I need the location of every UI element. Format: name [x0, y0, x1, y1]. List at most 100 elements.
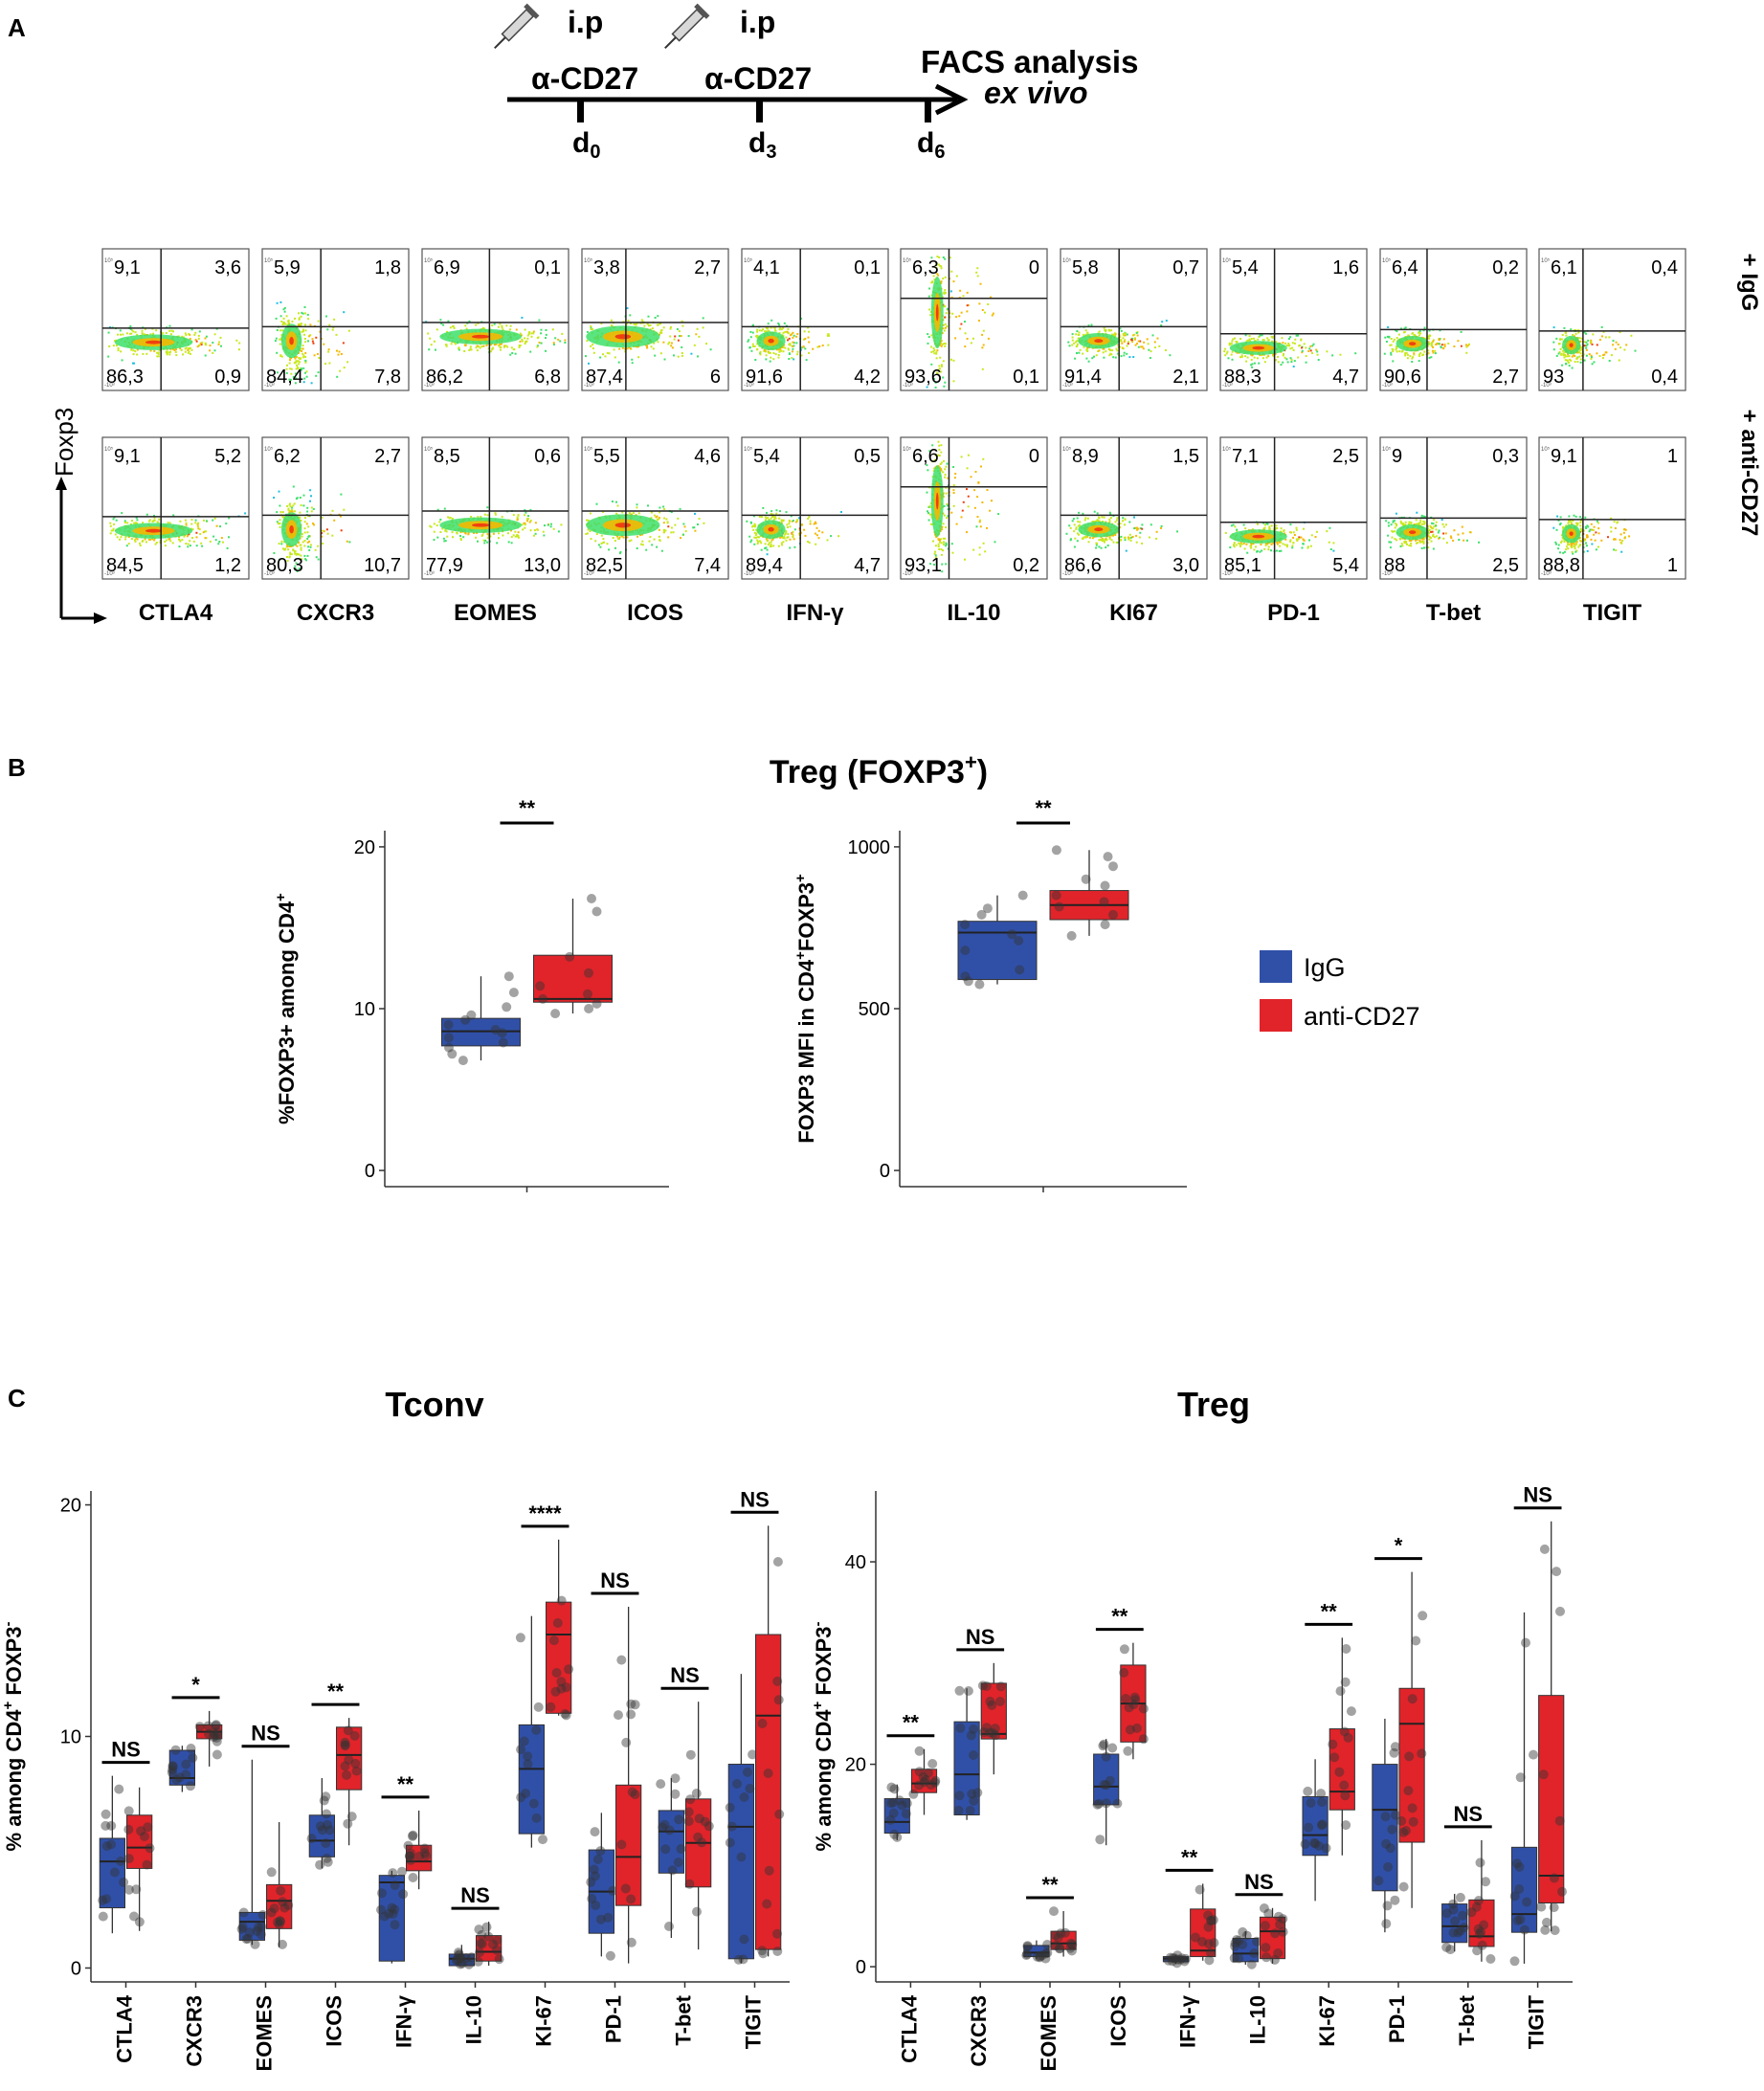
facs-event-dot [635, 323, 637, 326]
facs-event-dot [1411, 357, 1414, 360]
facs-event-dot [1587, 339, 1590, 342]
facs-event-dot [939, 264, 942, 267]
quadrant-lower-left: 77,9 [426, 555, 463, 576]
facs-event-dot [201, 341, 204, 344]
facs-event-dot [970, 342, 972, 345]
facs-event-dot [1559, 347, 1562, 350]
facs-event-dot [1423, 516, 1426, 519]
facs-event-dot [1235, 544, 1238, 546]
facs-frame [101, 436, 250, 580]
facs-event-dot [782, 541, 785, 544]
facs-event-dot [158, 518, 161, 521]
facs-event-dot [1265, 356, 1268, 359]
facs-event-dot [1128, 356, 1131, 359]
facs-event-dot [775, 348, 778, 351]
facs-event-dot [1101, 516, 1104, 519]
facs-event-dot [463, 350, 466, 352]
facs-event-dot [986, 489, 989, 491]
facs-event-dot [503, 345, 506, 347]
facs-event-dot [778, 328, 781, 331]
facs-event-dot [526, 337, 529, 340]
facs-event-dot [532, 332, 535, 335]
facs-event-dot [1253, 337, 1255, 340]
facs-event-dot [1112, 534, 1114, 537]
facs-event-dot [976, 496, 979, 499]
facs-event-dot [1284, 544, 1286, 546]
facs-event-dot [657, 315, 659, 318]
facs-event-dot [185, 334, 188, 337]
facs-event-dot [549, 525, 552, 528]
facs-event-dot [1597, 522, 1599, 524]
facs-event-dot [309, 489, 312, 492]
facs-event-dot [1432, 340, 1435, 343]
facs-event-dot [1095, 354, 1098, 357]
facs-event-dot [306, 313, 309, 316]
facs-event-dot [433, 539, 435, 542]
facs-event-dot [296, 364, 298, 367]
facs-event-dot [769, 351, 771, 354]
facs-event-dot [185, 543, 188, 545]
facs-event-dot [1400, 327, 1403, 330]
facs-event-dot [1262, 339, 1265, 342]
facs-event-dot [1433, 525, 1436, 528]
facs-event-dot [676, 328, 679, 330]
facs-event-dot [1142, 347, 1145, 350]
facs-event-dot [1404, 354, 1407, 357]
facs-event-dot [134, 350, 137, 353]
facs-event-dot [1572, 552, 1574, 555]
facs-frame [101, 248, 250, 391]
facs-event-dot [288, 555, 291, 558]
facs-event-dot [480, 345, 483, 348]
facs-event-dot [1250, 364, 1253, 367]
facs-event-dot [317, 371, 320, 374]
facs-event-dot [1123, 341, 1126, 343]
facs-event-dot [767, 517, 770, 520]
facs-event-dot [120, 350, 123, 353]
facs-event-dot [147, 538, 150, 541]
facs-event-dot [1075, 333, 1078, 336]
facs-event-dot [298, 553, 301, 556]
facs-event-dot [306, 506, 309, 509]
facs-event-dot [294, 552, 297, 555]
facs-event-dot [1266, 543, 1269, 545]
facs-event-dot [659, 506, 661, 509]
facs-event-dot [791, 350, 793, 353]
facs-event-dot [1559, 338, 1561, 341]
facs-event-dot [304, 371, 306, 374]
facs-event-dot [992, 312, 994, 315]
facs-event-dot [765, 354, 768, 357]
facs-event-dot [343, 508, 346, 511]
facs-event-dot [1422, 515, 1425, 518]
facs-event-dot [145, 541, 147, 544]
facs-event-dot [1267, 339, 1270, 342]
facs-event-dot [123, 522, 126, 524]
facs-event-dot [281, 516, 284, 519]
facs-event-dot [132, 349, 135, 352]
facs-event-dot [975, 525, 978, 528]
facs-event-dot [984, 550, 987, 553]
facs-event-dot [333, 519, 336, 522]
facs-event-dot [1332, 542, 1335, 545]
facs-event-dot [1265, 523, 1268, 525]
facs-event-dot [279, 329, 281, 332]
quadrant-lower-left: 93 [1543, 367, 1564, 388]
facs-event-dot [1565, 545, 1568, 548]
facs-event-dot [519, 340, 522, 343]
facs-event-dot [966, 304, 969, 307]
facs-event-dot [1122, 520, 1124, 523]
facs-event-dot [808, 351, 810, 354]
facs-frame [1379, 436, 1528, 580]
facs-event-dot [1396, 330, 1398, 333]
facs-event-dot [1317, 359, 1320, 361]
facs-event-dot [165, 332, 167, 334]
facs-event-dot [1465, 345, 1468, 348]
facs-event-dot [1104, 541, 1105, 544]
quadrant-lower-right: 1,2 [214, 555, 241, 576]
facs-event-dot [498, 532, 500, 535]
facs-event-dot [1133, 527, 1136, 530]
facs-event-dot [1105, 330, 1107, 333]
facs-event-dot [930, 281, 933, 284]
facs-event-dot [972, 337, 974, 340]
facs-event-dot [304, 329, 307, 332]
facs-event-dot [287, 548, 290, 551]
